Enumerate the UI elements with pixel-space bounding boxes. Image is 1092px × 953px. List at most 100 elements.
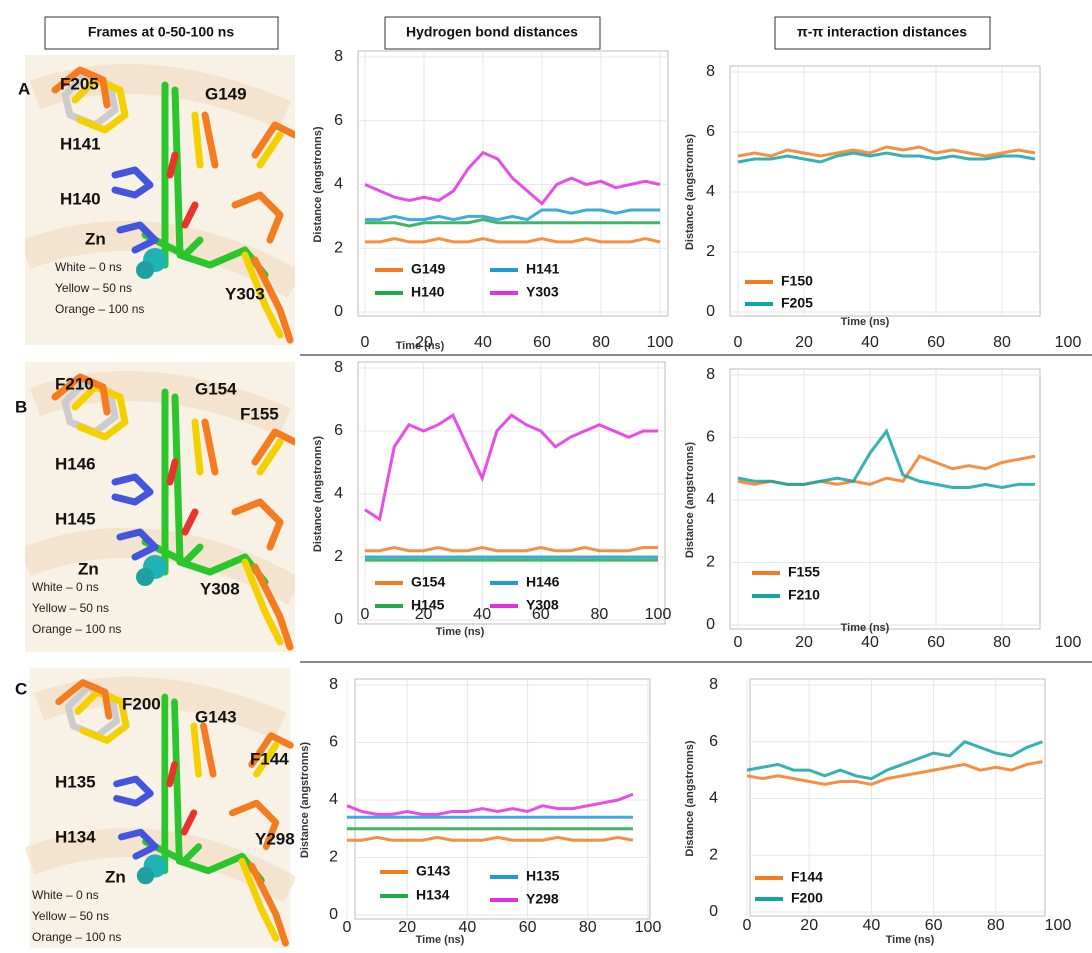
residue-label: H135 xyxy=(55,772,96,791)
residue-label: Y298 xyxy=(255,829,295,848)
residue-label: H134 xyxy=(55,827,96,846)
y-tick-label: 0 xyxy=(706,303,715,320)
x-tick-label: 100 xyxy=(1045,917,1072,934)
x-tick-label: 100 xyxy=(635,919,662,936)
residue-label: F155 xyxy=(240,404,279,423)
residue-label: F144 xyxy=(250,749,289,768)
y-tick-label: 8 xyxy=(709,676,718,693)
residue-label: G143 xyxy=(195,707,237,726)
residue-label: G154 xyxy=(195,379,237,398)
x-tick-label: 60 xyxy=(533,334,551,351)
y-tick-label: 2 xyxy=(334,548,343,565)
x-tick-label: 60 xyxy=(927,334,945,351)
y-axis-label: Distance (angstronns) xyxy=(299,742,311,858)
zinc-label: Zn xyxy=(85,229,106,248)
frame-legend: Orange – 100 ns xyxy=(55,302,144,316)
legend-label: H145 xyxy=(411,597,445,613)
x-axis-label: Time (ns) xyxy=(436,626,485,638)
y-tick-label: 0 xyxy=(334,303,343,320)
legend-label: F200 xyxy=(791,890,823,906)
y-tick-label: 4 xyxy=(334,485,343,502)
legend-label: H134 xyxy=(416,887,450,903)
legend-label: F144 xyxy=(791,869,823,885)
x-tick-label: 60 xyxy=(519,919,537,936)
x-tick-label: 0 xyxy=(361,334,370,351)
legend-label: H146 xyxy=(526,574,560,590)
legend-label: G154 xyxy=(411,574,445,590)
x-tick-label: 40 xyxy=(861,634,879,651)
legend-label: G143 xyxy=(416,863,450,879)
x-axis-label: Time (ns) xyxy=(886,934,935,946)
x-tick-label: 40 xyxy=(474,334,492,351)
y-tick-label: 2 xyxy=(706,554,715,571)
x-tick-label: 100 xyxy=(1055,334,1082,351)
frame-legend: White – 0 ns xyxy=(32,888,99,902)
y-axis-label: Distance (angstronns) xyxy=(684,740,696,856)
header: π-π interaction distances xyxy=(797,24,967,40)
x-axis-label: Time (ns) xyxy=(841,316,890,328)
y-tick-label: 2 xyxy=(334,239,343,256)
y-tick-label: 6 xyxy=(706,123,715,140)
y-tick-label: 4 xyxy=(706,491,715,508)
x-tick-label: 60 xyxy=(925,917,943,934)
y-tick-label: 0 xyxy=(709,903,718,920)
residue-label: H145 xyxy=(55,509,96,528)
x-tick-label: 80 xyxy=(987,917,1005,934)
y-tick-label: 8 xyxy=(706,63,715,80)
y-tick-label: 6 xyxy=(329,734,338,751)
legend-label: F210 xyxy=(788,587,820,603)
x-tick-label: 80 xyxy=(993,634,1011,651)
y-tick-label: 8 xyxy=(329,676,338,693)
frame-legend: Yellow – 50 ns xyxy=(55,281,132,295)
header: Frames at 0-50-100 ns xyxy=(88,24,235,40)
x-tick-label: 60 xyxy=(927,634,945,651)
y-tick-label: 6 xyxy=(334,112,343,129)
frame-legend: Orange – 100 ns xyxy=(32,930,121,944)
residue-label: H140 xyxy=(60,189,101,208)
plot-frame xyxy=(358,51,668,316)
x-axis-label: Time (ns) xyxy=(841,622,890,634)
y-tick-label: 0 xyxy=(329,906,338,923)
y-axis-label: Distance (angstronns) xyxy=(684,134,696,250)
x-tick-label: 80 xyxy=(591,606,609,623)
y-axis-label: Distance (angstronns) xyxy=(684,442,696,558)
x-tick-label: 40 xyxy=(863,917,881,934)
x-tick-label: 100 xyxy=(1055,634,1082,651)
y-tick-label: 0 xyxy=(706,616,715,633)
residue-label: H146 xyxy=(55,454,96,473)
y-tick-label: 8 xyxy=(706,366,715,383)
y-tick-label: 6 xyxy=(334,422,343,439)
y-tick-label: 8 xyxy=(334,359,343,376)
y-tick-label: 2 xyxy=(329,849,338,866)
zinc-label: Zn xyxy=(78,559,99,578)
frame-legend: White – 0 ns xyxy=(32,580,99,594)
x-axis-label: Time (ns) xyxy=(396,340,445,352)
x-tick-label: 80 xyxy=(993,334,1011,351)
x-tick-label: 0 xyxy=(743,917,752,934)
x-tick-label: 80 xyxy=(579,919,597,936)
legend-label: H140 xyxy=(411,284,445,300)
x-tick-label: 0 xyxy=(361,606,370,623)
x-tick-label: 40 xyxy=(861,334,879,351)
legend-label: H141 xyxy=(526,261,560,277)
residue-label: F200 xyxy=(122,694,161,713)
x-tick-label: 100 xyxy=(647,334,674,351)
residue-label: G149 xyxy=(205,84,247,103)
x-tick-label: 20 xyxy=(795,334,813,351)
x-axis-label: Time (ns) xyxy=(416,934,465,946)
y-axis-label: Distance (angstronns) xyxy=(312,126,324,242)
legend-label: Y298 xyxy=(526,891,559,907)
residue-label: H141 xyxy=(60,134,101,153)
y-axis-label: Distance (angstronns) xyxy=(312,436,324,552)
y-tick-label: 8 xyxy=(334,48,343,65)
x-tick-label: 20 xyxy=(800,917,818,934)
plot-frame xyxy=(355,679,650,919)
residue-label: F205 xyxy=(60,74,99,93)
panel-letter: B xyxy=(15,397,27,416)
y-tick-label: 4 xyxy=(334,176,343,193)
x-tick-label: 0 xyxy=(734,634,743,651)
